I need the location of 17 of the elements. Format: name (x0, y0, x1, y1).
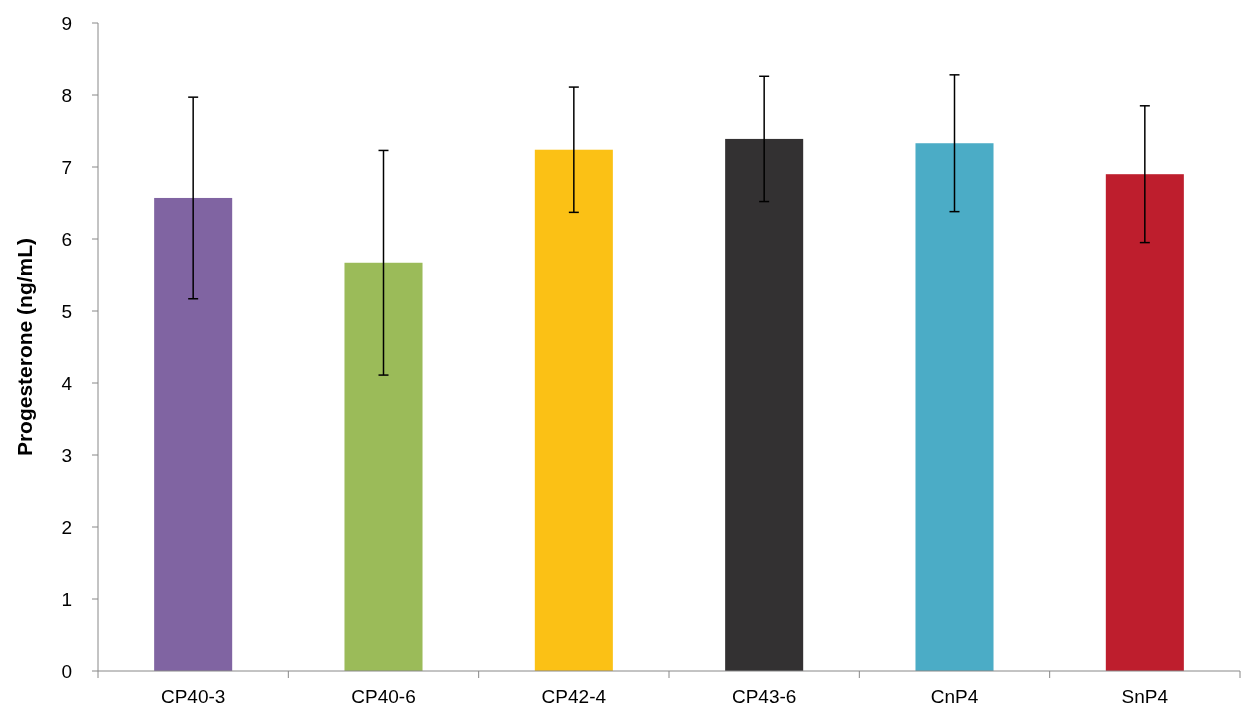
y-tick-label: 2 (61, 516, 72, 538)
y-tick-label: 6 (61, 228, 72, 250)
x-tick-label: CnP4 (930, 686, 979, 707)
y-tick-label: 3 (61, 444, 72, 466)
y-tick-label: 1 (61, 588, 72, 610)
y-tick-label: 4 (61, 372, 73, 394)
x-tick-label: CP43-6 (731, 686, 797, 707)
x-tick-label: CP40-3 (160, 686, 226, 707)
y-tick-label: 5 (61, 300, 72, 322)
x-tick-label: CP40-6 (351, 686, 416, 707)
y-tick-label: 7 (61, 156, 72, 178)
x-tick-label: CP42-4 (541, 686, 607, 707)
y-tick-label: 9 (61, 12, 72, 34)
y-tick-label: 8 (61, 84, 72, 106)
x-tick-label: SnP4 (1121, 686, 1169, 707)
y-tick-label: 0 (61, 660, 72, 682)
y-axis-title: Progesterone (ng/mL) (13, 237, 36, 457)
